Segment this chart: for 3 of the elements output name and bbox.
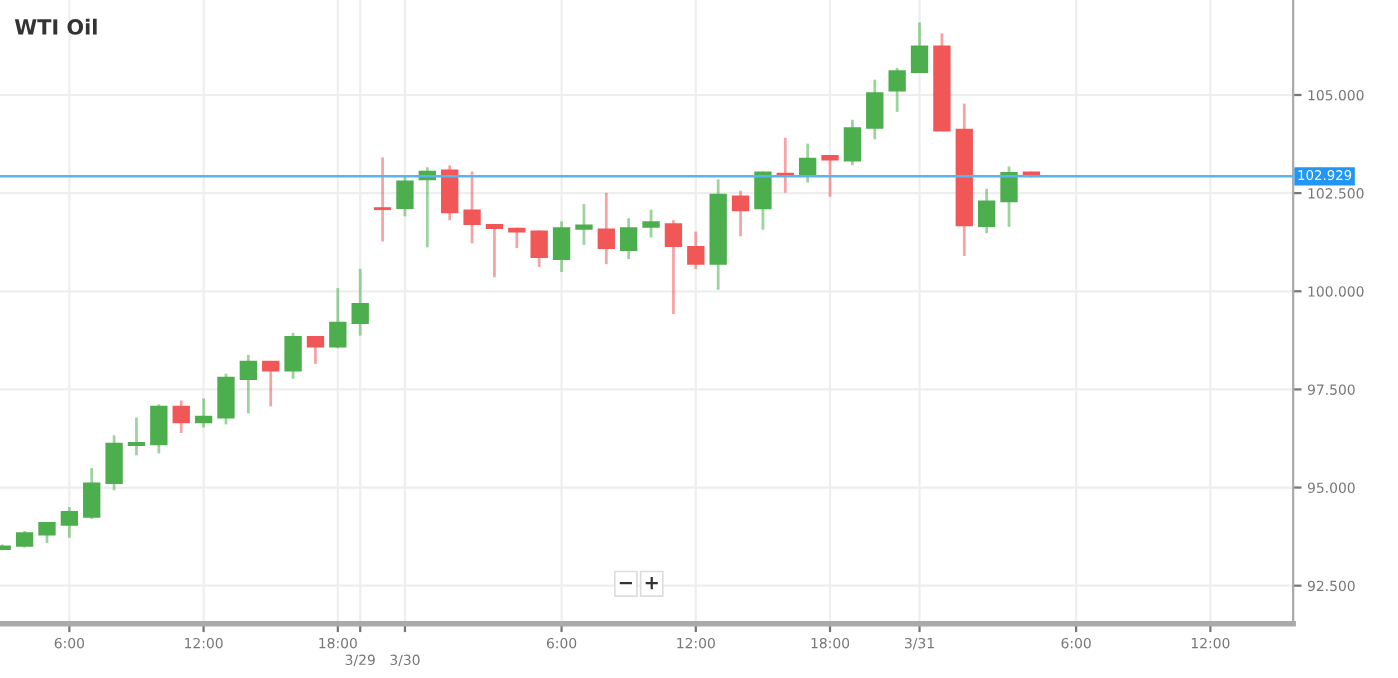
annotation: − xyxy=(619,581,632,585)
text: WTI Oil xyxy=(14,18,97,35)
annotation: + xyxy=(645,577,658,590)
